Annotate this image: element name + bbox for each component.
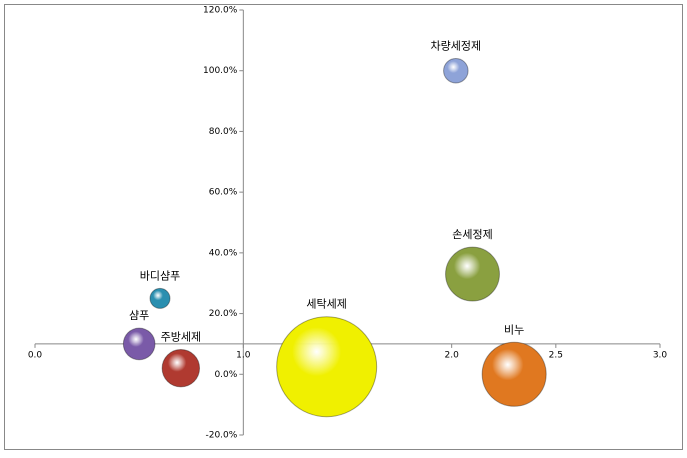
bubble-label: 비누 [504,323,524,336]
y-tick-label: 100.0% [203,66,238,76]
bubble [276,316,378,418]
x-tick-label: 3.0 [653,350,668,360]
bubble [445,246,500,302]
bubble-label: 손세정제 [452,228,492,241]
y-tick-label: 80.0% [209,127,238,137]
x-tick-label: 2.0 [445,350,460,360]
y-tick-label: 120.0% [203,6,238,16]
x-tick-label: 1.0 [236,350,251,360]
y-tick-label: 0.0% [214,370,237,380]
y-tick-label: -20.0% [205,431,237,441]
bubble [149,287,171,309]
x-tick-label: 0.0 [28,350,43,360]
bubble-label: 세탁세제 [306,298,346,311]
bubble-label: 샴푸 [129,309,149,322]
bubble-label: 바디샴푸 [140,269,180,282]
bubble [481,341,547,407]
x-tick-label: 2.5 [549,350,563,360]
bubble [161,349,201,388]
bubble-label: 주방세제 [161,331,201,344]
bubble [122,327,156,361]
y-tick-label: 40.0% [209,248,238,258]
y-tick-label: 20.0% [209,309,238,319]
y-tick-label: 60.0% [209,188,238,198]
bubble-label: 차량세정제 [431,39,482,52]
bubble [443,57,469,84]
